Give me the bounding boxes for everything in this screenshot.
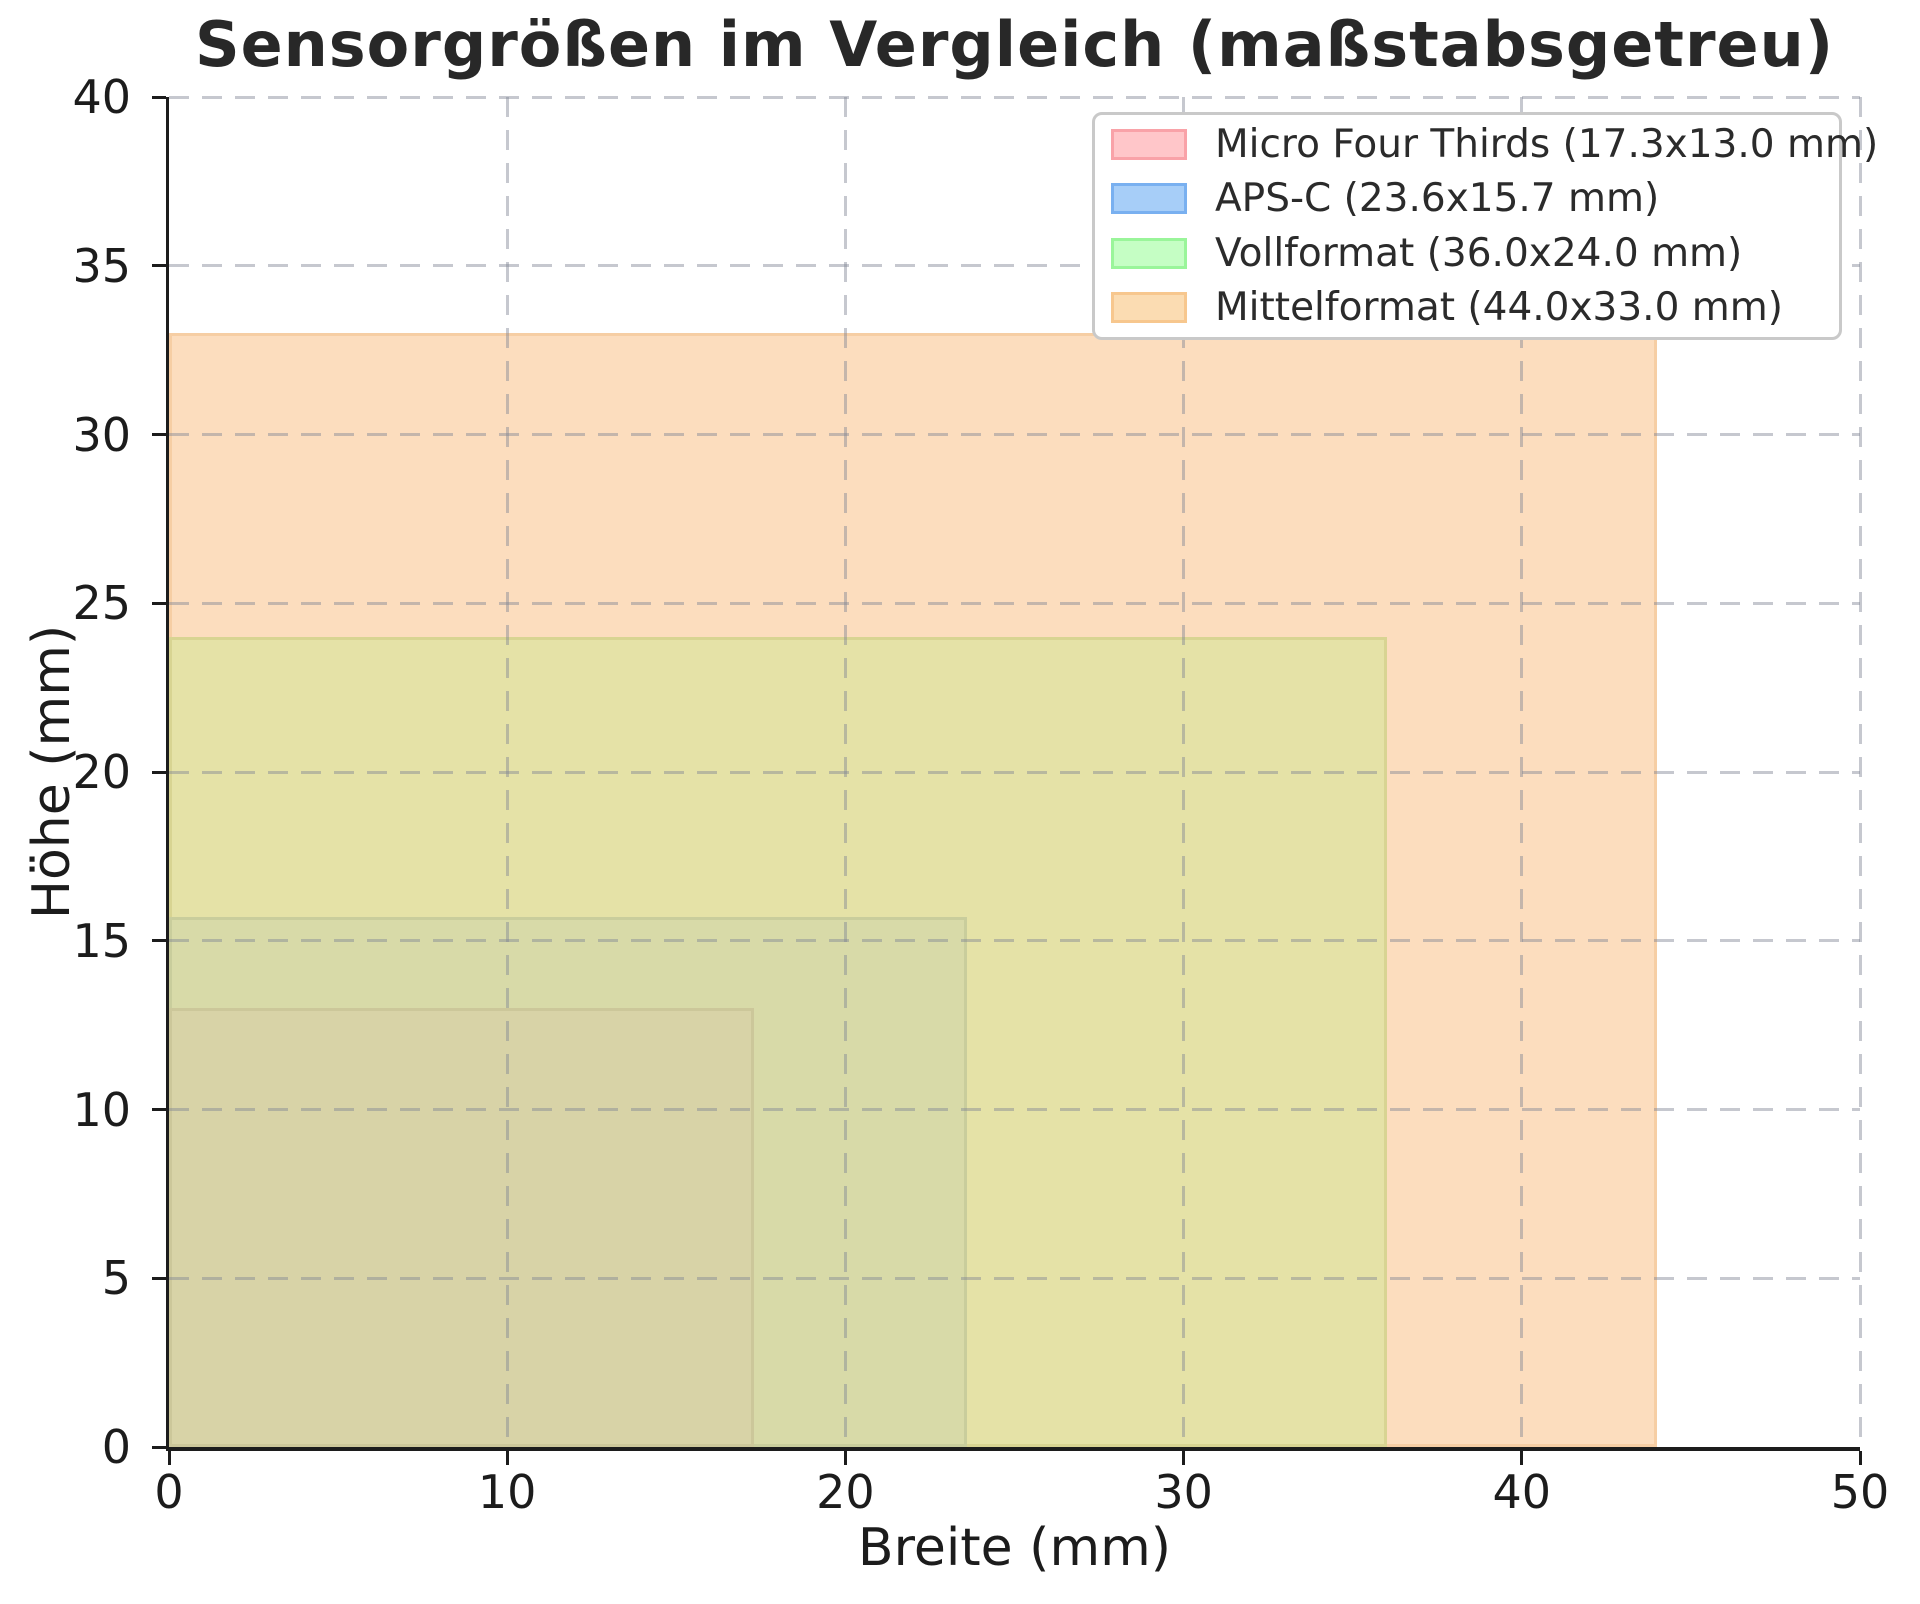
legend-row-mittelformat: Mittelformat (44.0x33.0 mm) xyxy=(1095,282,1839,333)
y-tick-30 xyxy=(151,433,166,436)
y-tick-label-5: 5 xyxy=(101,1251,131,1306)
legend-label-mittelformat: Mittelformat (44.0x33.0 mm) xyxy=(1215,285,1783,331)
y-tick-label-20: 20 xyxy=(72,745,131,799)
grid-line-x-40 xyxy=(1520,97,1524,1447)
x-tick-label-20: 20 xyxy=(816,1465,875,1519)
x-tick-20 xyxy=(843,1450,847,1465)
y-tick-20 xyxy=(151,770,166,774)
grid-line-x-10 xyxy=(505,97,509,1447)
legend-swatch-mittelformat xyxy=(1111,292,1187,324)
y-tick-label-15: 15 xyxy=(72,913,131,968)
x-tick-label-10: 10 xyxy=(477,1465,537,1519)
sensor-rect-micro-four-thirds xyxy=(169,1008,755,1447)
grid-line-x-30 xyxy=(1182,97,1186,1447)
y-tick-0 xyxy=(151,1445,166,1449)
x-tick-50 xyxy=(1858,1450,1862,1465)
x-tick-10 xyxy=(505,1450,509,1465)
y-tick-label-0: 0 xyxy=(101,1420,131,1474)
x-tick-label-0: 0 xyxy=(154,1465,184,1519)
y-tick-25 xyxy=(151,601,166,605)
grid-line-y-25 xyxy=(169,601,1860,605)
y-tick-label-35: 35 xyxy=(72,238,131,293)
legend-swatch-vollformat xyxy=(1111,237,1187,269)
grid-line-y-30 xyxy=(169,433,1860,436)
legend-row-micro-four-thirds: Micro Four Thirds (17.3x13.0 mm) xyxy=(1095,119,1878,170)
legend-row-vollformat: Vollformat (36.0x24.0 mm) xyxy=(1095,228,1839,279)
y-tick-15 xyxy=(151,939,166,943)
grid-line-y-5 xyxy=(169,1276,1860,1280)
grid-line-y-10 xyxy=(169,1108,1860,1111)
legend-swatch-micro-four-thirds xyxy=(1111,128,1187,160)
grid-line-y-35 xyxy=(169,264,1860,268)
legend-label-vollformat: Vollformat (36.0x24.0 mm) xyxy=(1215,230,1743,276)
y-tick-label-30: 30 xyxy=(72,407,131,462)
y-tick-label-10: 10 xyxy=(72,1082,131,1137)
grid-line-y-20 xyxy=(169,770,1860,774)
y-tick-label-40: 40 xyxy=(72,70,131,124)
y-tick-35 xyxy=(151,264,166,268)
bottom-spine xyxy=(165,1447,1860,1451)
y-tick-5 xyxy=(151,1276,166,1280)
x-tick-40 xyxy=(1520,1450,1524,1465)
legend-label-aps-c: APS-C (23.6x15.7 mm) xyxy=(1215,176,1660,222)
x-tick-label-30: 30 xyxy=(1154,1465,1213,1519)
chart-title: Sensorgrößen im Vergleich (maßstabsgetre… xyxy=(194,8,1835,81)
y-tick-10 xyxy=(151,1108,166,1111)
grid-line-x-50 xyxy=(1858,97,1862,1447)
left-spine xyxy=(165,97,169,1451)
grid-line-y-15 xyxy=(169,939,1860,943)
y-tick-40 xyxy=(151,95,166,99)
y-tick-label-25: 25 xyxy=(72,576,131,631)
x-tick-label-50: 50 xyxy=(1830,1465,1890,1519)
x-tick-0 xyxy=(167,1450,171,1465)
legend: Micro Four Thirds (17.3x13.0 mm) APS-C (2… xyxy=(1092,112,1878,340)
legend-label-micro-four-thirds: Micro Four Thirds (17.3x13.0 mm) xyxy=(1215,121,1879,167)
legend-swatch-aps-c xyxy=(1111,183,1187,215)
grid-line-x-20 xyxy=(843,97,847,1447)
x-tick-label-40: 40 xyxy=(1492,1465,1552,1519)
x-axis-label: Breite (mm) xyxy=(857,1518,1172,1578)
x-tick-30 xyxy=(1182,1450,1186,1465)
grid-line-y-40 xyxy=(169,95,1860,99)
legend-row-aps-c: APS-C (23.6x15.7 mm) xyxy=(1095,173,1839,224)
